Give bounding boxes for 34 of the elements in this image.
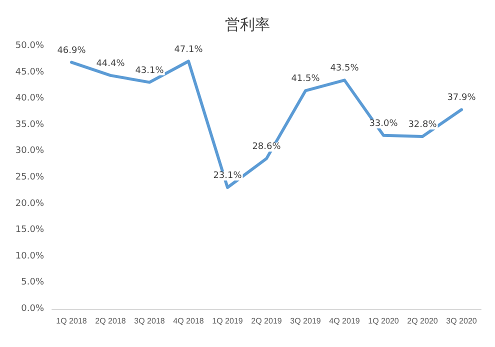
data-label: 28.6% bbox=[252, 142, 282, 152]
data-label: 43.5% bbox=[330, 64, 360, 74]
y-tick-label: 0.0% bbox=[21, 304, 44, 314]
data-label: 44.4% bbox=[96, 58, 126, 69]
x-tick-label: 3Q 2020 bbox=[446, 316, 478, 326]
x-tick-label: 2Q 2020 bbox=[407, 316, 438, 326]
data-label: 32.8% bbox=[408, 120, 438, 130]
x-tick-label: 4Q 2018 bbox=[173, 316, 204, 326]
data-label: 46.9% bbox=[57, 46, 86, 56]
x-tick-label: 1Q 2018 bbox=[56, 316, 88, 326]
y-tick-label: 45.0% bbox=[15, 67, 44, 78]
data-label: 33.0% bbox=[369, 118, 398, 129]
data-label: 43.1% bbox=[135, 66, 164, 76]
x-tick-label: 3Q 2018 bbox=[134, 316, 166, 326]
data-label: 37.9% bbox=[447, 93, 476, 104]
y-tick-label: 15.0% bbox=[15, 225, 44, 236]
x-tick-label: 4Q 2019 bbox=[329, 316, 360, 326]
x-tick-label: 3Q 2019 bbox=[290, 316, 322, 326]
data-label: 23.1% bbox=[213, 170, 242, 181]
y-tick-label: 35.0% bbox=[15, 120, 44, 130]
x-tick-label: 1Q 2020 bbox=[368, 316, 400, 326]
x-tick-label: 1Q 2019 bbox=[212, 316, 244, 326]
x-tick-label: 2Q 2018 bbox=[95, 316, 126, 326]
data-label: 47.1% bbox=[174, 44, 204, 55]
y-tick-label: 25.0% bbox=[15, 172, 44, 182]
y-tick-label: 10.0% bbox=[15, 251, 44, 262]
x-tick-label: 2Q 2019 bbox=[251, 316, 282, 326]
y-tick-label: 40.0% bbox=[15, 94, 44, 104]
y-tick-label: 50.0% bbox=[15, 41, 44, 51]
y-tick-label: 5.0% bbox=[21, 278, 44, 288]
y-tick-label: 30.0% bbox=[15, 146, 44, 156]
data-label: 41.5% bbox=[291, 74, 320, 84]
y-tick-label: 20.0% bbox=[15, 198, 44, 209]
chart-title: 営利率 bbox=[225, 16, 270, 34]
